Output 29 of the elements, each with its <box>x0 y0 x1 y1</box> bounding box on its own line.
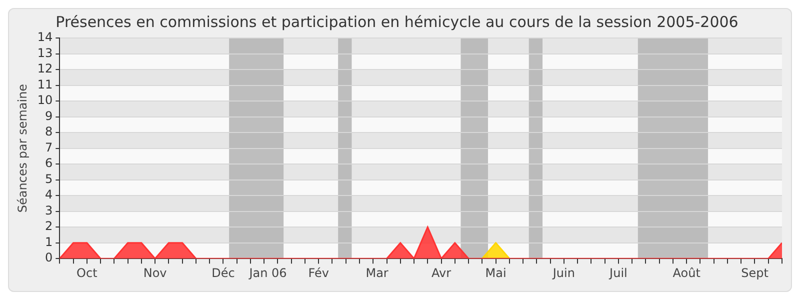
y-tick-label: 8 <box>45 124 53 139</box>
y-tick-label: 6 <box>45 156 53 170</box>
x-tick-label: Nov <box>143 266 167 280</box>
x-tick-label: Oct <box>76 266 98 280</box>
chart-title: Présences en commissions et participation en hémicycle au cours de la session 2005-2006 <box>56 12 738 31</box>
y-tick-label: 10 <box>37 93 53 108</box>
y-tick-label: 5 <box>45 172 53 186</box>
x-tick-label: Juin <box>552 266 575 280</box>
y-tick-label: 4 <box>45 188 53 202</box>
y-tick-label: 2 <box>45 219 53 234</box>
y-tick-label: 0 <box>45 250 53 265</box>
y-tick-label: 3 <box>45 203 53 218</box>
x-tick-label: Sept <box>741 266 769 280</box>
x-tick-label: Fév <box>308 266 329 280</box>
y-tick-label: 13 <box>37 46 53 60</box>
x-tick-label: Avr <box>432 266 452 280</box>
y-tick-label: 7 <box>45 140 53 154</box>
x-tick-label: Juil <box>608 266 628 280</box>
x-tick-label: Mai <box>485 266 506 280</box>
y-tick-label: 14 <box>37 30 53 44</box>
y-tick-label: 12 <box>37 62 53 76</box>
y-axis-title: Séances par semaine <box>15 84 30 213</box>
x-tick-label: Déc <box>212 266 235 280</box>
y-tick-label: 11 <box>37 77 53 92</box>
x-tick-label: Août <box>672 266 701 280</box>
x-tick-label: Jan 06 <box>248 266 287 280</box>
y-tick-label: 1 <box>45 234 53 249</box>
x-tick-label: Mar <box>366 266 388 280</box>
y-tick-label: 9 <box>45 108 53 123</box>
